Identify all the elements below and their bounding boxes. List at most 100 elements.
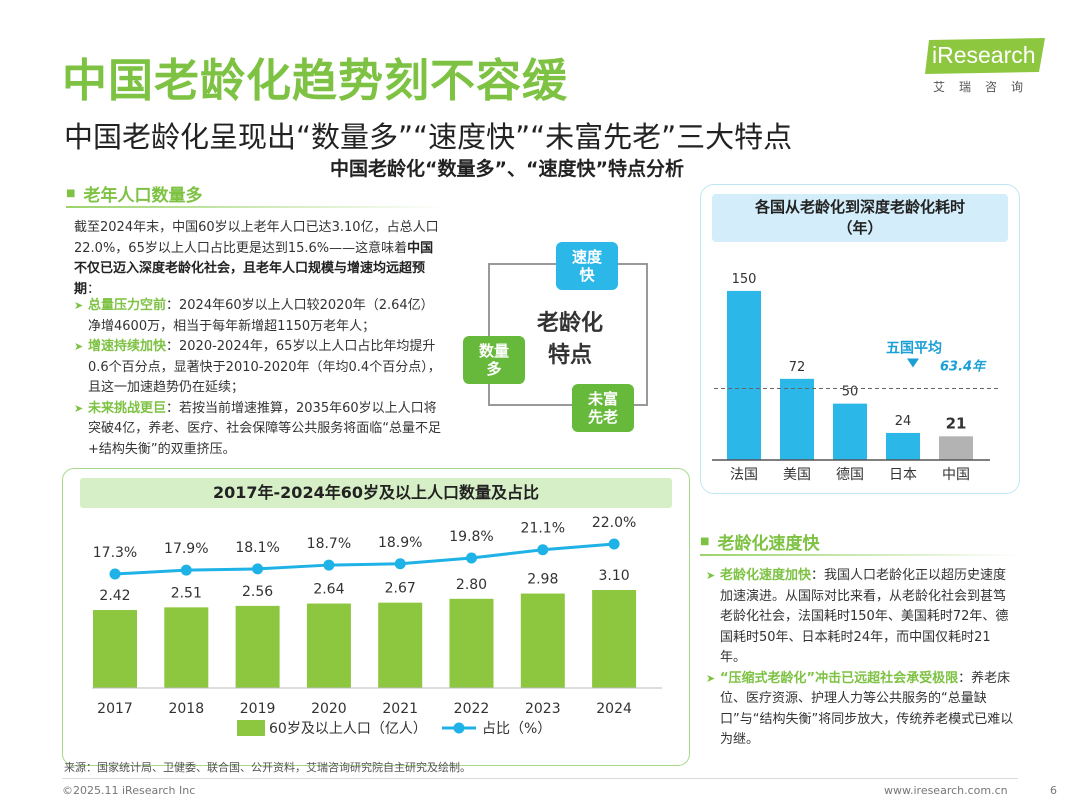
- intro-paragraph: 截至2024年末，中国60岁以上老年人口已达3.10亿，占总人口22.0%，65…: [74, 218, 446, 300]
- bar-value-label: 150: [732, 272, 757, 287]
- legend-line-label: 占比（%）: [482, 721, 551, 737]
- bar-2022: [449, 598, 494, 688]
- left-section-header: ■ 老年人口数量多: [66, 180, 446, 208]
- bar-2019: [235, 605, 280, 688]
- poor-tile-label: 未富先老: [587, 390, 618, 426]
- source-note: 来源：国家统计局、卫健委、联合国、公开资料，艾瑞咨询研究院自主研究及绘制。: [64, 761, 471, 774]
- bar-2023: [520, 593, 565, 688]
- page-subtitle: 中国老龄化呈现出“数量多”“速度快”“未富先老”三大特点: [64, 120, 793, 154]
- section-divider: [700, 554, 1020, 556]
- category-label: 2020: [311, 701, 347, 717]
- category-label: 2024: [596, 701, 632, 717]
- bullet-keyword: 总量压力空前: [88, 298, 167, 313]
- speed-section-header: ■ 老龄化速度快: [700, 528, 1020, 556]
- list-item: ➤ “压缩式老龄化”冲击已远超社会承受极限：养老床位、医疗资源、护理人力等公共服…: [706, 669, 1016, 751]
- intro-bold-text: 中国不仅已迈入深度老龄化社会，且老年人口规模与增速均远超预期: [74, 240, 434, 297]
- bar-value-label: 2.56: [242, 584, 273, 600]
- bar-value-label: 2.42: [99, 588, 130, 604]
- bar-value-label: 2.80: [456, 577, 487, 593]
- logo-badge-shape: [925, 38, 1045, 74]
- down-arrow-icon: [907, 358, 919, 368]
- category-label: 美国: [783, 467, 811, 483]
- left-bullet-list: ➤ 总量压力空前：2024年60岁以上人口较2020年（2.64亿）净增4600…: [74, 296, 446, 460]
- category-label: 法国: [730, 467, 758, 483]
- logo-text: iResearch: [932, 42, 1036, 68]
- poor-before-rich-tile: 未富先老: [572, 384, 634, 432]
- share-point-2019: [252, 563, 264, 575]
- copyright: ©2025.11 iResearch Inc: [62, 784, 196, 797]
- intro-text: 截至2024年末，中国60岁以上老年人口已达3.10亿，占总人口22.0%，65…: [74, 220, 439, 256]
- share-line: [114, 542, 615, 576]
- diagram-center-text: 老龄化特点: [536, 311, 603, 368]
- country-chart-title: 各国从老龄化到深度老龄化耗时（年）: [712, 194, 1008, 242]
- share-point-2018: [180, 564, 192, 576]
- bar-value-label: 2.98: [527, 572, 558, 588]
- speed-tile-label: 速度快: [571, 248, 602, 284]
- population-chart: 2.42 2017 2.51 2018 2.56 2019 2.64 2020 2.67 2021…: [92, 515, 662, 737]
- population-chart-title: 2017年-2024年60岁及以上人口数量及占比: [80, 478, 672, 508]
- arrow-right-icon: ➤: [74, 340, 84, 353]
- legend-bar-swatch: [237, 720, 265, 736]
- logo-subtext: 艾瑞咨询: [933, 80, 1038, 94]
- speed-bullet-list: ➤ 老龄化速度加快：我国人口老龄化正以超历史速度加速演进。从国际对比来看，从老龄…: [706, 566, 1016, 751]
- bullet-text: ：养老床位、医疗资源、护理人力等公共服务的“总量缺口”与“结构失衡”将同步放大，…: [720, 670, 1014, 748]
- share-value-label: 19.8%: [449, 529, 493, 545]
- list-item: ➤ 增速持续加快：2020-2024年，65岁以上人口占比年均提升0.6个百分点…: [74, 337, 446, 399]
- bar-中国: [939, 436, 973, 460]
- bullet-text: ：若按当前增速推算，2035年60岁以上人口将突破4亿，养老、医疗、社会保障等公…: [88, 400, 442, 457]
- bar-value-label: 2.67: [385, 581, 416, 597]
- arrow-right-icon: ➤: [74, 401, 84, 415]
- category-label: 2023: [525, 701, 561, 717]
- list-item: ➤ 老龄化速度加快：我国人口老龄化正以超历史速度加速演进。从国际对比来看，从老龄…: [706, 566, 1016, 669]
- bar-2018: [164, 607, 209, 688]
- category-label: 日本: [889, 467, 917, 483]
- page-number: 6: [1050, 784, 1057, 797]
- quantity-tile: 数量多: [463, 336, 525, 384]
- bullet-keyword: “压缩式老龄化”冲击已远超社会承受极限: [720, 670, 959, 686]
- category-label: 2017: [97, 701, 133, 717]
- intro-end: ：: [87, 281, 101, 297]
- category-label: 2019: [240, 701, 276, 717]
- arrow-right-icon: ➤: [706, 671, 716, 685]
- list-item: ➤ 总量压力空前：2024年60岁以上人口较2020年（2.64亿）净增4600…: [74, 296, 446, 337]
- footer-divider: [62, 778, 1018, 779]
- bar-value-label: 24: [895, 414, 912, 429]
- share-value-label: 18.1%: [235, 540, 279, 556]
- share-value-label: 22.0%: [592, 515, 636, 531]
- category-label: 2018: [168, 701, 204, 717]
- share-point-2023: [537, 544, 549, 556]
- bullet-keyword: 老龄化速度加快: [720, 568, 812, 583]
- arrow-right-icon: ➤: [706, 569, 716, 582]
- section-square-icon: ■: [700, 535, 710, 547]
- category-label: 2022: [454, 701, 490, 717]
- share-point-2022: [466, 552, 477, 564]
- legend-bar-label: 60岁及以上人口（亿人）: [269, 721, 427, 737]
- page-title: 中国老龄化趋势刻不容缓: [62, 54, 569, 107]
- bullet-keyword: 未来挑战更巨: [88, 400, 167, 416]
- share-value-label: 17.9%: [164, 541, 208, 557]
- bar-日本: [886, 432, 920, 460]
- bar-2021: [378, 602, 423, 688]
- quantity-tile-label: 数量多: [478, 342, 509, 378]
- website-link[interactable]: www.iresearch.com.cn: [884, 784, 1008, 797]
- iresearch-logo: iResearch 艾瑞咨询: [925, 38, 1055, 98]
- legend-line-marker: [453, 722, 465, 734]
- category-label: 中国: [942, 467, 970, 483]
- country-duration-chart: 150 法国 72 美国 50 德国 24 日本 21 中国 五国平均 63.4年: [712, 272, 1000, 483]
- bar-value-label: 2.51: [171, 585, 202, 601]
- bullet-keyword: 增速持续加快: [88, 339, 167, 354]
- country-chart-box: [700, 184, 1020, 494]
- category-label: 德国: [836, 467, 864, 483]
- bar-2024: [592, 590, 637, 688]
- category-label: 2021: [382, 701, 418, 717]
- average-label: 五国平均: [886, 340, 942, 357]
- bar-value-label: 2.64: [313, 582, 344, 598]
- bar-美国: [780, 378, 814, 460]
- share-point-2020: [323, 559, 335, 571]
- diagram-center-label: 老龄化特点: [520, 308, 620, 372]
- share-value-label: 17.3%: [93, 545, 137, 561]
- bar-value-label: 3.10: [599, 568, 630, 584]
- share-point-2021: [394, 558, 406, 570]
- bar-法国: [727, 290, 761, 460]
- average-value-label: 63.4年: [940, 359, 987, 375]
